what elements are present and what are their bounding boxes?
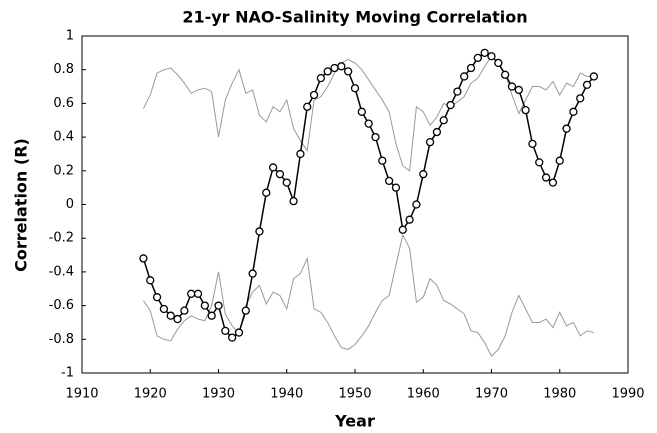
data-point bbox=[384, 176, 394, 186]
data-point bbox=[576, 94, 585, 103]
chart-title: 21-yr NAO-Salinity Moving Correlation bbox=[182, 8, 527, 27]
x-tick-label: 1970 bbox=[475, 387, 508, 402]
x-tick-label: 1930 bbox=[202, 387, 235, 402]
data-point bbox=[480, 48, 489, 57]
data-point bbox=[371, 132, 380, 142]
series-line bbox=[142, 55, 594, 172]
y-tick-label: 0.6 bbox=[53, 96, 74, 111]
data-point bbox=[432, 127, 442, 137]
data-point bbox=[344, 67, 353, 76]
data-point bbox=[330, 63, 339, 73]
x-tick-label: 1910 bbox=[65, 387, 98, 402]
data-point bbox=[350, 84, 360, 93]
data-point bbox=[466, 63, 476, 73]
data-point bbox=[214, 301, 223, 310]
data-point bbox=[337, 62, 346, 71]
data-point bbox=[569, 107, 578, 116]
data-point bbox=[398, 225, 407, 234]
y-tick-label: 0.2 bbox=[53, 163, 74, 178]
data-point bbox=[282, 178, 291, 187]
data-point bbox=[521, 105, 530, 115]
data-point bbox=[507, 82, 517, 91]
data-point bbox=[180, 306, 189, 315]
data-point bbox=[582, 80, 592, 90]
data-point bbox=[487, 52, 496, 61]
data-point bbox=[234, 328, 244, 337]
data-point bbox=[221, 326, 230, 336]
data-point bbox=[548, 178, 558, 187]
data-point bbox=[187, 289, 196, 298]
data-point bbox=[275, 170, 285, 179]
data-point bbox=[262, 188, 271, 197]
data-point bbox=[535, 158, 544, 167]
data-point bbox=[364, 119, 373, 128]
x-axis-label: Year bbox=[334, 412, 375, 431]
data-point bbox=[419, 170, 428, 179]
x-tick-label: 1990 bbox=[611, 387, 644, 402]
data-point bbox=[303, 102, 312, 111]
data-point bbox=[439, 116, 448, 125]
data-point bbox=[241, 306, 250, 315]
data-point bbox=[316, 73, 326, 83]
data-point bbox=[166, 311, 175, 320]
data-point bbox=[378, 156, 387, 165]
data-point bbox=[425, 138, 435, 147]
x-tick-label: 1940 bbox=[270, 387, 303, 402]
data-point bbox=[193, 289, 203, 298]
data-point bbox=[159, 304, 169, 314]
data-point bbox=[494, 58, 503, 68]
x-tick-label: 1920 bbox=[134, 387, 167, 402]
data-point bbox=[207, 311, 216, 320]
data-point bbox=[309, 90, 319, 100]
data-point bbox=[323, 67, 332, 76]
data-point bbox=[473, 53, 483, 63]
data-point bbox=[296, 149, 305, 159]
y-tick-label: -0.4 bbox=[49, 264, 74, 279]
x-tick-label: 1950 bbox=[338, 387, 371, 402]
data-point bbox=[528, 139, 537, 148]
data-point bbox=[500, 70, 510, 79]
series-line bbox=[143, 233, 594, 357]
data-point bbox=[152, 293, 162, 302]
data-point bbox=[514, 85, 523, 95]
data-point bbox=[446, 100, 455, 110]
data-point bbox=[227, 333, 237, 342]
data-point bbox=[460, 72, 469, 81]
data-point bbox=[255, 227, 264, 236]
data-point bbox=[200, 301, 210, 310]
data-point bbox=[173, 314, 182, 324]
data-point bbox=[268, 163, 278, 172]
series-line bbox=[142, 51, 595, 339]
data-point bbox=[146, 276, 155, 285]
data-point bbox=[139, 254, 148, 263]
x-tick-label: 1960 bbox=[407, 387, 440, 402]
data-point bbox=[412, 200, 421, 209]
y-tick-label: -0.6 bbox=[49, 298, 74, 313]
y-tick-label: -0.8 bbox=[49, 332, 74, 347]
data-point bbox=[541, 173, 551, 182]
data-point bbox=[248, 269, 257, 278]
y-tick-label: 0.8 bbox=[53, 62, 74, 77]
data-point bbox=[589, 72, 599, 81]
data-point bbox=[405, 215, 414, 224]
y-tick-label: 0 bbox=[66, 197, 74, 212]
data-point bbox=[562, 124, 571, 133]
y-axis-label: Correlation (R) bbox=[12, 138, 31, 272]
y-tick-label: -1 bbox=[61, 366, 74, 381]
y-tick-label: 1 bbox=[66, 29, 74, 44]
data-point bbox=[391, 183, 401, 192]
data-point bbox=[289, 196, 298, 206]
x-tick-label: 1980 bbox=[543, 387, 576, 402]
data-point bbox=[453, 87, 462, 96]
y-tick-label: -0.2 bbox=[49, 231, 74, 246]
y-tick-label: 0.4 bbox=[53, 130, 74, 145]
data-point bbox=[357, 107, 366, 116]
data-point bbox=[555, 156, 564, 165]
